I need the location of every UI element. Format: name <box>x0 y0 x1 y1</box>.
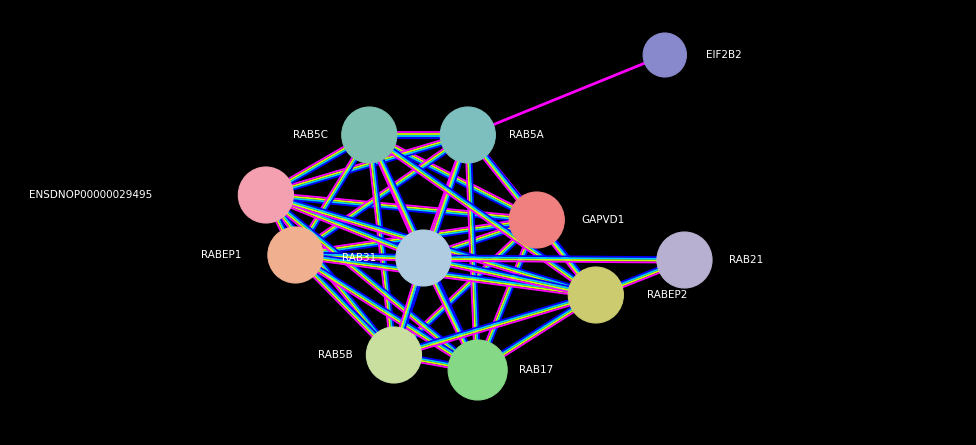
Text: RAB5B: RAB5B <box>318 350 352 360</box>
Circle shape <box>342 107 397 163</box>
Circle shape <box>238 167 294 223</box>
Circle shape <box>448 340 508 400</box>
Text: RAB5C: RAB5C <box>293 130 328 140</box>
Circle shape <box>568 267 624 323</box>
Circle shape <box>366 327 422 383</box>
Circle shape <box>657 232 712 288</box>
Text: RAB5A: RAB5A <box>509 130 544 140</box>
Text: GAPVD1: GAPVD1 <box>581 215 625 225</box>
Text: ENSDNOP00000029495: ENSDNOP00000029495 <box>29 190 152 200</box>
Circle shape <box>396 230 451 286</box>
Circle shape <box>440 107 496 163</box>
Text: RABEP1: RABEP1 <box>201 250 241 260</box>
Text: EIF2B2: EIF2B2 <box>707 50 742 60</box>
Text: RAB17: RAB17 <box>519 365 553 375</box>
Text: RAB21: RAB21 <box>729 255 763 265</box>
Circle shape <box>509 192 564 248</box>
Text: RAB31: RAB31 <box>342 253 376 263</box>
Circle shape <box>643 33 686 77</box>
Circle shape <box>267 227 323 283</box>
Text: RABEP2: RABEP2 <box>647 290 687 300</box>
